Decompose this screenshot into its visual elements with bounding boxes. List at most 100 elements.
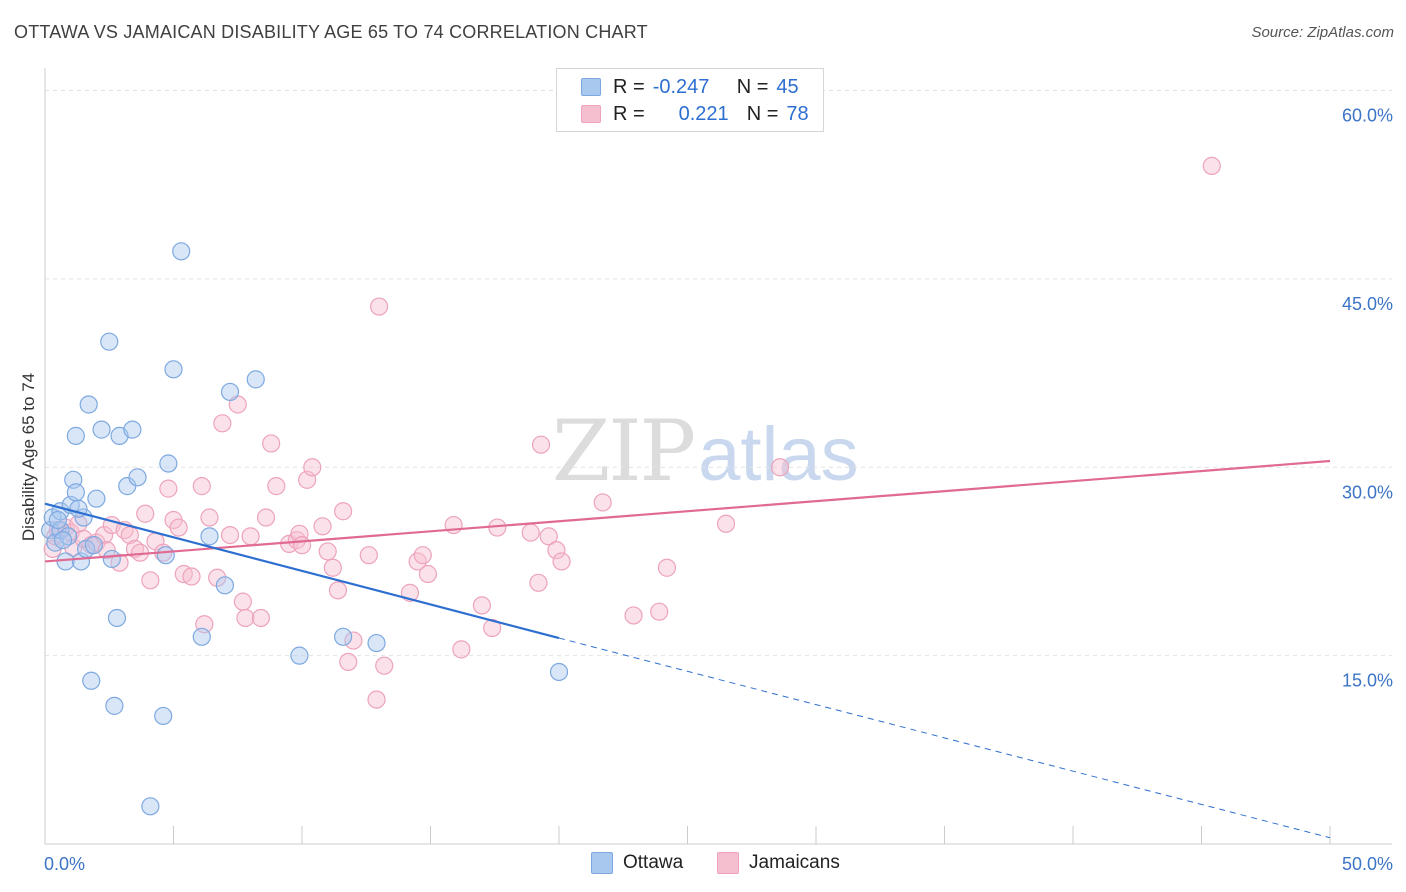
- jamaicans-r-label: R =: [613, 102, 645, 125]
- ottawa-point: [84, 536, 103, 555]
- jamaicans-point: [256, 508, 276, 527]
- ottawa-point: [164, 360, 183, 379]
- jamaicans-point: [359, 546, 378, 565]
- legend-row-ottawa: R = -0.247 N = 45: [581, 75, 799, 99]
- ottawa-point: [66, 483, 85, 502]
- jamaicans-point: [650, 602, 669, 621]
- jamaicans-point: [339, 652, 358, 672]
- ottawa-point: [100, 332, 119, 351]
- ottawa-point: [123, 420, 142, 439]
- x-tick-label: 0.0%: [44, 854, 85, 874]
- ottawa-point: [82, 671, 101, 690]
- jamaicans-point: [529, 573, 548, 592]
- ottawa-point: [549, 662, 569, 682]
- ottawa-n-label: N =: [736, 75, 769, 98]
- source-label: Source: ZipAtlas.com: [1251, 24, 1394, 41]
- ottawa-point: [367, 633, 386, 653]
- jamaicans-point: [303, 458, 322, 477]
- jamaicans-point: [657, 558, 677, 577]
- x-tick-label: 50.0%: [1342, 854, 1393, 874]
- ottawa-point: [79, 395, 98, 414]
- ottawa-point: [105, 696, 124, 715]
- watermark-atlas: atlas: [698, 412, 859, 497]
- jamaicans-point: [233, 592, 252, 611]
- ottawa-point: [53, 531, 73, 550]
- jamaicans-point: [236, 608, 255, 628]
- jamaicans-point: [159, 479, 178, 498]
- ottawa-swatch: [581, 78, 601, 96]
- ottawa-legend-label: Ottawa: [623, 852, 684, 873]
- chart-title: OTTAWA VS JAMAICAN DISABILITY AGE 65 TO …: [14, 22, 648, 42]
- y-tick-label: 60.0%: [1342, 106, 1393, 126]
- jamaicans-point: [182, 567, 201, 586]
- jamaicans-legend-swatch: [717, 852, 739, 874]
- jamaicans-point: [770, 458, 790, 477]
- jamaicans-n-label: N =: [746, 102, 779, 125]
- jamaicans-point: [208, 568, 227, 587]
- jamaicans-point: [539, 527, 558, 546]
- ottawa-legend-swatch: [591, 852, 613, 874]
- ottawa-r-value: -0.247: [652, 75, 710, 98]
- legend-item-jamaicans: Jamaicans: [717, 852, 840, 874]
- jamaicans-points: [43, 156, 1221, 709]
- jamaicans-point: [220, 525, 240, 545]
- ottawa-point: [128, 468, 147, 487]
- ottawa-point: [159, 454, 178, 473]
- ottawa-r-label: R =: [613, 75, 645, 98]
- jamaicans-point: [292, 536, 312, 555]
- jamaicans-point: [547, 541, 566, 560]
- jamaicans-point: [716, 514, 736, 533]
- jamaicans-point: [313, 517, 332, 536]
- jamaicans-point: [200, 508, 219, 527]
- jamaicans-n-value: 78: [786, 102, 809, 125]
- jamaicans-point: [267, 477, 286, 496]
- jamaicans-point: [472, 596, 491, 615]
- gridlines: [45, 90, 1392, 657]
- jamaicans-point: [593, 493, 612, 512]
- y-tick-label: 15.0%: [1342, 671, 1393, 691]
- jamaicans-point: [262, 434, 281, 453]
- ottawa-point: [200, 527, 219, 546]
- jamaicans-point: [418, 564, 438, 584]
- ottawa-point: [215, 576, 234, 595]
- y-axis-title: Disability Age 65 to 74: [19, 373, 38, 541]
- ottawa-point: [102, 549, 121, 569]
- jamaicans-point: [318, 542, 337, 561]
- jamaicans-point: [328, 581, 348, 600]
- jamaicans-point: [552, 552, 571, 571]
- jamaicans-point: [213, 414, 232, 433]
- jamaicans-point: [141, 571, 160, 590]
- jamaicans-point: [344, 631, 363, 650]
- jamaicans-point: [452, 640, 471, 659]
- jamaicans-point: [531, 435, 551, 454]
- x-tick-labels: 0.0% 50.0%: [44, 854, 1393, 874]
- jamaicans-point: [375, 656, 394, 675]
- jamaicans-point: [370, 297, 389, 316]
- jamaicans-point: [521, 523, 540, 542]
- ottawa-point: [220, 382, 240, 402]
- axes: [44, 68, 1392, 845]
- jamaicans-point: [87, 533, 106, 552]
- ottawa-point: [56, 552, 75, 571]
- ottawa-trend-extension: [558, 637, 1331, 839]
- watermark: ZIPatlas: [552, 402, 859, 500]
- ottawa-point: [107, 608, 127, 628]
- legend-row-jamaicans: R = 0.221 N = 78: [581, 102, 809, 126]
- ottawa-point: [290, 646, 309, 665]
- ottawa-points: [41, 242, 569, 816]
- ottawa-point: [156, 546, 175, 565]
- ottawa-point: [154, 706, 173, 726]
- y-tick-label: 45.0%: [1342, 294, 1393, 314]
- jamaicans-r-value: 0.221: [678, 102, 729, 125]
- ottawa-point: [48, 510, 67, 530]
- ottawa-point: [141, 797, 160, 816]
- ottawa-point: [334, 627, 353, 646]
- jamaicans-point: [241, 527, 260, 546]
- jamaicans-trend-line: [44, 459, 1331, 563]
- ottawa-point: [66, 426, 85, 445]
- trend-lines: [44, 459, 1331, 839]
- jamaicans-point: [334, 502, 353, 521]
- y-tick-label: 30.0%: [1342, 482, 1393, 502]
- jamaicans-point: [136, 504, 155, 523]
